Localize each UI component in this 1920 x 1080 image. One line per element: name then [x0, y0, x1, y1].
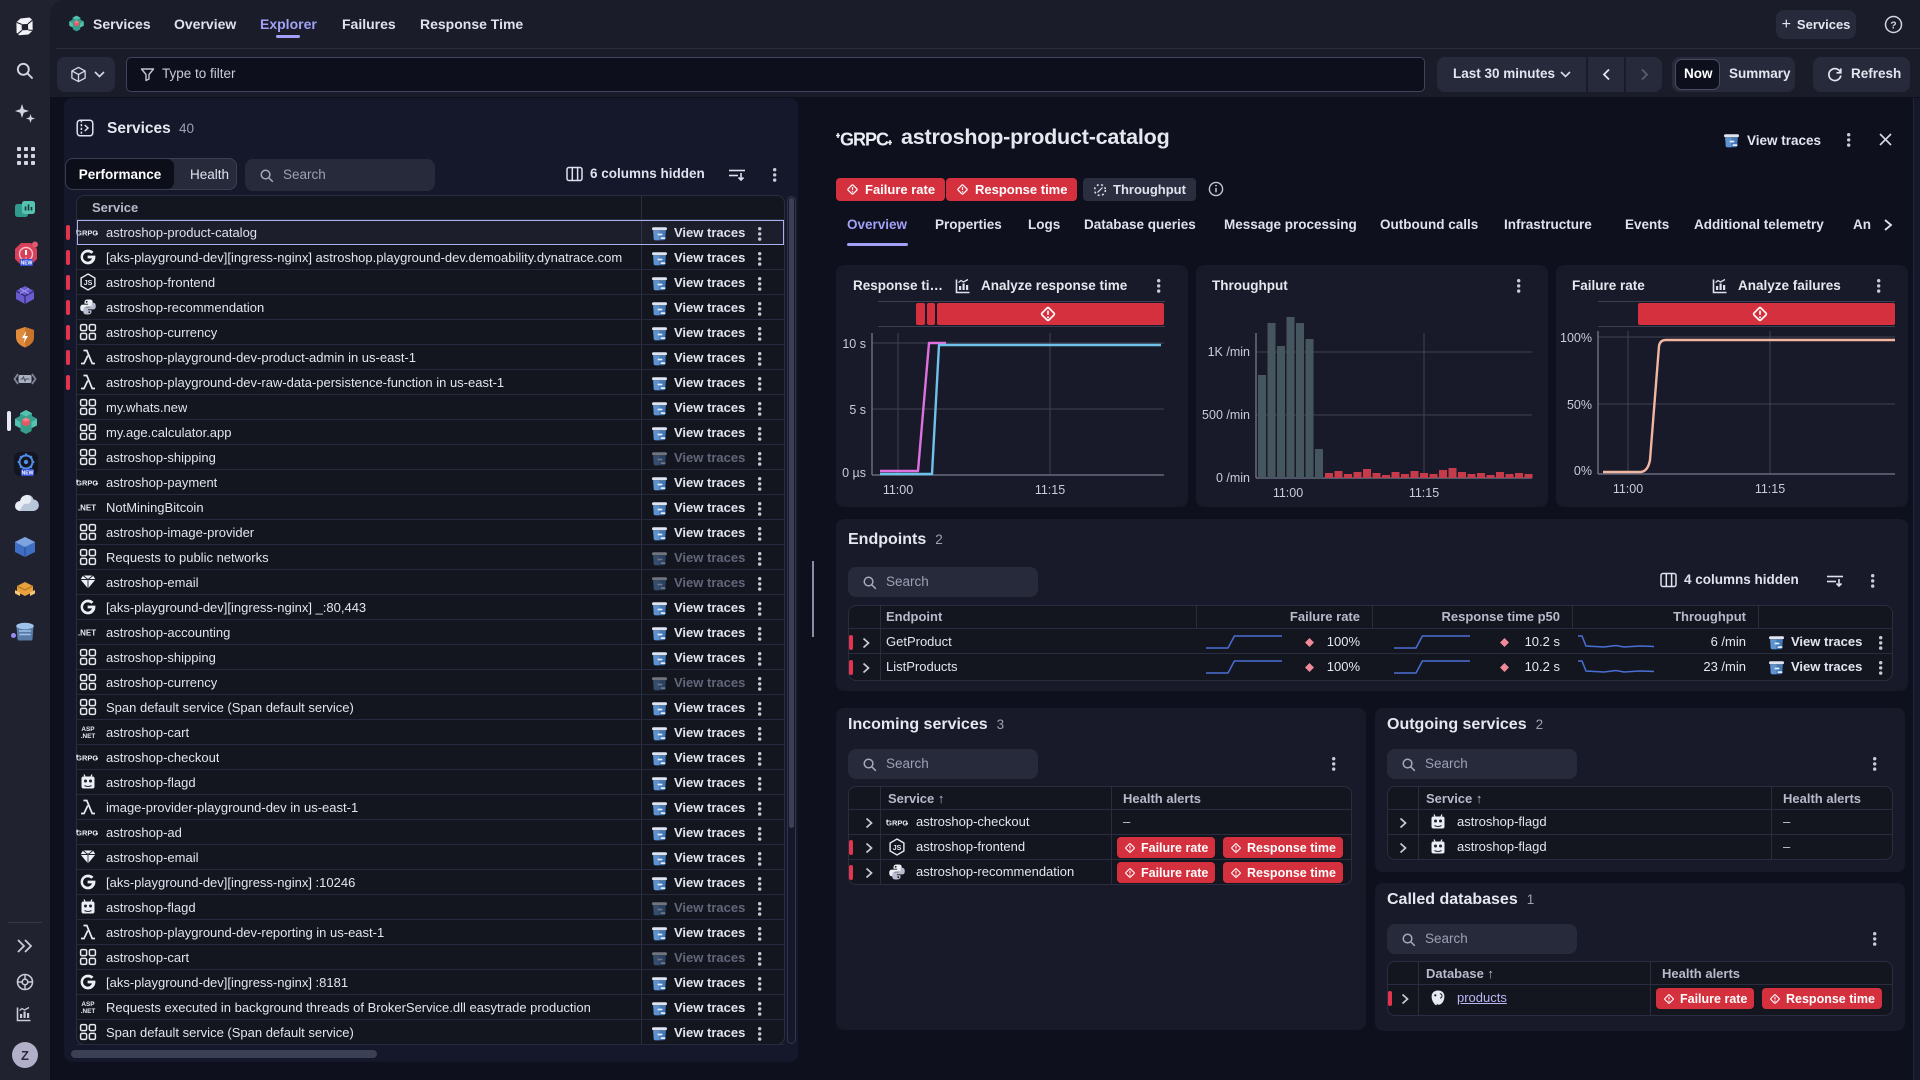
svg-text:GRPC: GRPC — [76, 754, 98, 763]
svg-text:.NET: .NET — [81, 1008, 96, 1015]
svg-text:0 µs: 0 µs — [842, 466, 866, 480]
svg-text:0%: 0% — [1574, 464, 1592, 478]
svg-text:GRPC: GRPC — [76, 479, 98, 488]
svg-text:GRPC: GRPC — [886, 819, 908, 828]
svg-text:11:15: 11:15 — [1409, 486, 1439, 500]
svg-text:NEW: NEW — [22, 470, 34, 476]
svg-text:?: ? — [1890, 19, 1896, 31]
svg-text:1K /min: 1K /min — [1208, 345, 1250, 359]
svg-text:11:15: 11:15 — [1755, 482, 1785, 496]
svg-text:.NET: .NET — [78, 504, 96, 513]
svg-text:JS: JS — [84, 280, 93, 287]
svg-text:ASP: ASP — [81, 1001, 95, 1008]
svg-text:100%: 100% — [1560, 331, 1592, 345]
svg-text:GRPC: GRPC — [76, 829, 98, 838]
svg-text:5 s: 5 s — [849, 403, 866, 417]
svg-text:.NET: .NET — [78, 629, 96, 638]
svg-text:GRPC: GRPC — [76, 229, 98, 238]
svg-text:50%: 50% — [1567, 398, 1592, 412]
svg-text:500 /min: 500 /min — [1202, 408, 1250, 422]
svg-text:.NET: .NET — [81, 733, 96, 740]
svg-text:ASP: ASP — [81, 726, 95, 733]
svg-text:GRPC: GRPC — [840, 130, 889, 150]
svg-text:JS: JS — [893, 845, 902, 852]
svg-text:11:15: 11:15 — [1035, 483, 1065, 497]
svg-text:10 s: 10 s — [842, 337, 866, 351]
svg-text:11:00: 11:00 — [883, 483, 913, 497]
svg-text:11:00: 11:00 — [1613, 482, 1643, 496]
svg-text:NEW: NEW — [21, 260, 33, 266]
svg-text:11:00: 11:00 — [1273, 486, 1303, 500]
svg-text:0 /min: 0 /min — [1216, 471, 1250, 485]
